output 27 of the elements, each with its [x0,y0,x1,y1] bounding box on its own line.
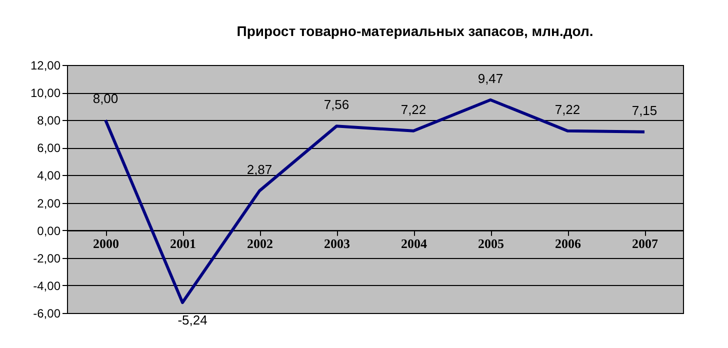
data-label: -5,24 [178,312,208,328]
x-tick-label: 2007 [632,236,658,251]
y-tick-label: 6,00 [37,141,61,156]
y-tick-label: 8,00 [37,114,61,128]
x-tick-label: 2004 [401,236,428,251]
y-tick-label: 4,00 [37,168,61,183]
data-label: 8,00 [92,91,118,106]
data-label: 2,87 [246,162,272,177]
data-label: 7,15 [632,102,658,118]
y-tick-label: 2,00 [37,196,61,210]
y-tick-label: 0,00 [37,224,61,238]
x-tick-label: 2002 [247,236,273,251]
y-tick-label: -2,00 [33,251,61,266]
data-label: 9,47 [478,70,504,86]
x-tick-label: 2001 [170,236,196,251]
data-label: 7,22 [400,102,426,117]
x-tick-label: 2003 [324,236,350,251]
x-tick-label: 2005 [478,236,504,251]
y-tick-label: -6,00 [33,306,61,320]
x-tick-label: 2000 [93,236,119,251]
chart-title: Прирост товарно-материальных запасов, млн.дол. [236,23,594,39]
data-label: 7,22 [554,102,580,117]
y-tick-label: 12,00 [30,58,61,72]
y-tick-label: 10,00 [30,86,61,100]
data-label: 7,56 [324,97,350,112]
x-tick-label: 2006 [555,236,582,251]
y-tick-label: -4,00 [33,278,61,293]
